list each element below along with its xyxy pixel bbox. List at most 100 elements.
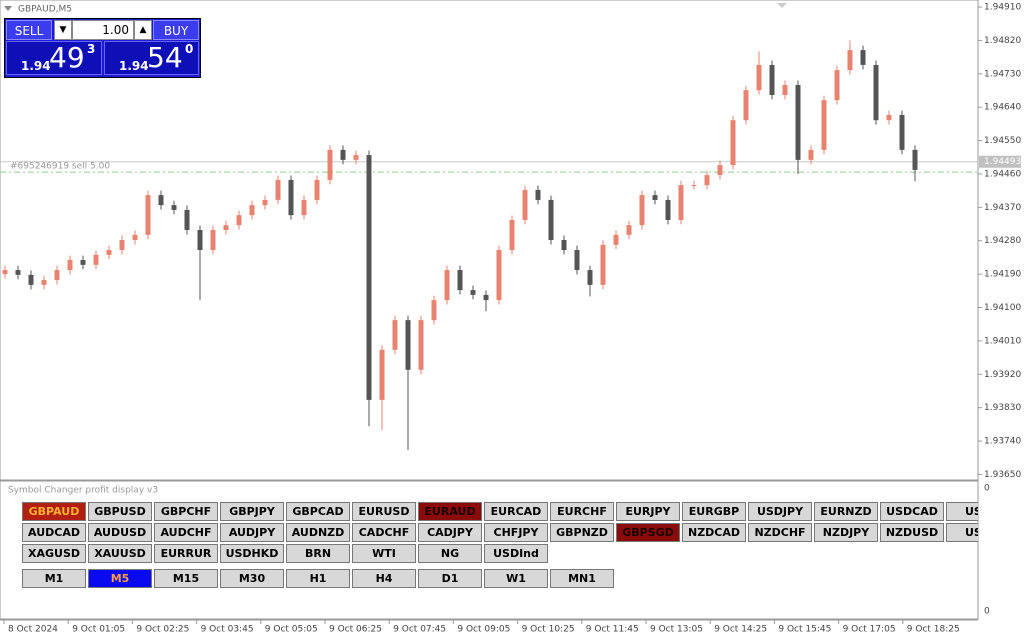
current-price-label: 1.94493: [984, 157, 1021, 167]
candle-body: [860, 50, 866, 65]
candle-body: [106, 250, 112, 255]
candle-body: [886, 114, 892, 121]
candle-body: [652, 195, 658, 200]
candle-body: [379, 349, 385, 400]
candle-body: [704, 175, 710, 186]
candle-body: [509, 219, 515, 251]
candle-body: [2, 270, 8, 275]
candle-body: [574, 250, 580, 271]
candle-body: [717, 165, 723, 176]
lot-down[interactable]: ▼: [54, 20, 72, 40]
buy-button[interactable]: BUY: [153, 20, 199, 40]
candle-body: [249, 205, 255, 216]
y-tick-label: 1.94730: [984, 69, 1021, 79]
candle-body: [847, 50, 853, 71]
bid-pips: 49: [49, 41, 85, 74]
candle-body: [834, 70, 840, 101]
bid-big: 1.94: [21, 59, 51, 73]
candle-body: [821, 100, 827, 150]
candle-body: [171, 205, 177, 210]
candle-body: [756, 64, 762, 91]
candle-body: [587, 270, 593, 285]
candle-body: [626, 225, 632, 235]
candle-body: [431, 300, 437, 321]
x-tick-label: 9 Oct 05:05: [265, 625, 318, 635]
candle-body: [353, 155, 359, 160]
candle-body: [496, 250, 502, 301]
y-tick-label: 1.93920: [984, 370, 1021, 380]
bid-box[interactable]: 1.94 49 3: [6, 41, 102, 75]
candle-body: [93, 254, 99, 265]
candle-body: [392, 320, 398, 350]
ask-box[interactable]: 1.94 54 0: [104, 41, 199, 75]
candle-body: [769, 64, 775, 95]
y-tick-label: 1.94370: [984, 203, 1021, 213]
candle-body: [639, 195, 645, 226]
candle-body: [470, 290, 476, 295]
candle-body: [184, 209, 190, 230]
candle-body: [197, 229, 203, 251]
candle-body: [262, 199, 268, 206]
y-tick-label: 1.94910: [984, 3, 1021, 13]
shift-marker: [777, 3, 787, 8]
sell-button[interactable]: SELL: [6, 20, 52, 40]
candle-body: [782, 84, 788, 95]
candle-body: [288, 179, 294, 216]
candle-body: [613, 234, 619, 245]
candle-body: [678, 185, 684, 220]
candle-body: [275, 179, 281, 200]
candle-body: [548, 199, 554, 240]
lot-input[interactable]: 1.00: [72, 20, 134, 40]
candle-body: [119, 240, 125, 251]
candle-body: [600, 244, 606, 285]
candle-body: [457, 270, 463, 291]
candle-body: [67, 260, 73, 271]
candle-body: [340, 149, 346, 160]
candle-body: [210, 229, 216, 251]
candle-body: [28, 274, 34, 285]
y-tick-label: 1.94190: [984, 270, 1021, 280]
y-tick-label: 1.94460: [984, 169, 1021, 179]
candle-body: [158, 195, 164, 206]
title-icon: [4, 6, 12, 11]
candle-body: [561, 240, 567, 251]
candle-body: [80, 260, 86, 265]
candle-body: [145, 195, 151, 235]
candle-body: [223, 225, 229, 230]
ask-big: 1.94: [119, 59, 149, 73]
x-tick-label: 8 Oct 2024: [8, 625, 58, 635]
candle-body: [327, 149, 333, 180]
candle-body: [418, 320, 424, 370]
candle-body: [795, 84, 801, 160]
candle-body: [522, 189, 528, 220]
x-tick-label: 9 Oct 06:25: [329, 625, 382, 635]
x-tick-label: 9 Oct 09:05: [457, 625, 510, 635]
chart-frame: [0, 0, 979, 481]
candle-body: [899, 114, 905, 150]
candle-body: [665, 199, 671, 220]
panel-axis-label: 0: [984, 484, 990, 494]
x-tick-label: 9 Oct 11:45: [586, 625, 639, 635]
x-tick-label: 9 Oct 13:05: [650, 625, 703, 635]
candle-body: [405, 320, 411, 370]
ask-pips: 54: [147, 41, 183, 74]
candle-body: [691, 185, 697, 187]
candle-body: [54, 270, 60, 281]
lot-up[interactable]: ▲: [134, 20, 152, 40]
x-tick-label: 9 Oct 02:25: [136, 625, 189, 635]
x-tick-label: 9 Oct 10:25: [522, 625, 575, 635]
candle-body: [15, 270, 21, 275]
candle-body: [366, 155, 372, 400]
y-tick-label: 1.93650: [984, 470, 1021, 480]
y-tick-label: 1.93740: [984, 437, 1021, 447]
y-tick-label: 1.93830: [984, 403, 1021, 413]
candle-body: [301, 199, 307, 216]
candle-body: [535, 189, 541, 200]
x-tick-label: 9 Oct 07:45: [393, 625, 446, 635]
panel-title: Symbol Changer profit display v3: [8, 486, 158, 496]
x-tick-label: 9 Oct 18:25: [907, 625, 960, 635]
y-tick-label: 1.94010: [984, 336, 1021, 346]
candle-body: [730, 120, 736, 166]
bid-point: 3: [87, 42, 96, 56]
